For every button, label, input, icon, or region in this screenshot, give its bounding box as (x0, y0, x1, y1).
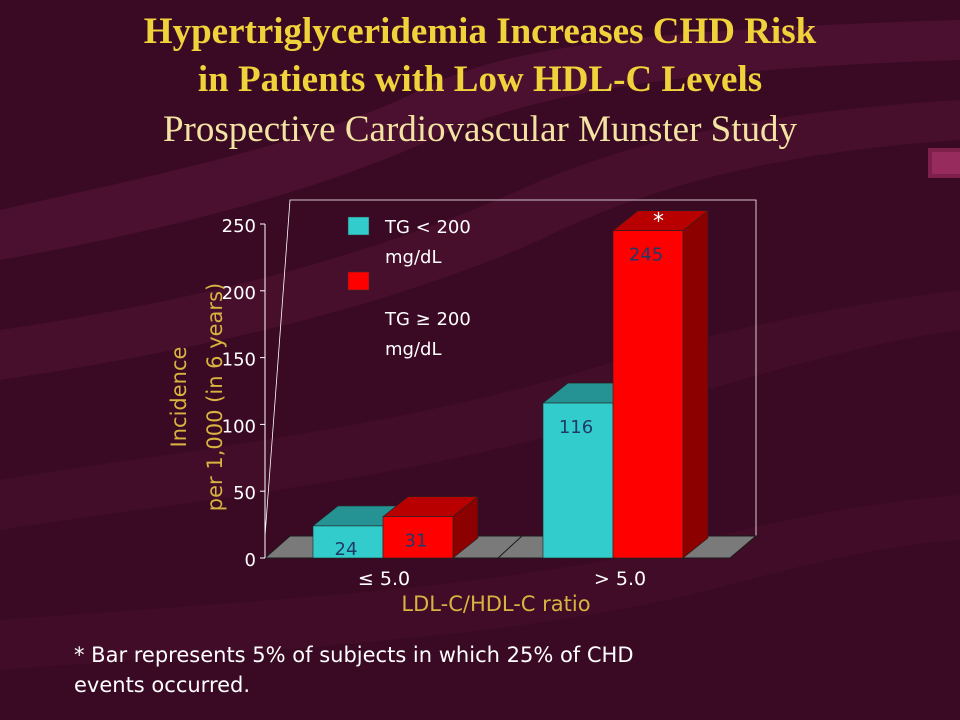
slide-subtitle: Prospective Cardiovascular Munster Study (162, 109, 798, 150)
bar: 245 (612, 210, 709, 559)
x-axis-label: LDL-C/HDL-C ratio (401, 592, 590, 616)
legend-label-line2: mg/dL (385, 339, 441, 360)
annotation-star: * (653, 210, 664, 235)
bar-data-label: 116 (559, 417, 593, 438)
y-tick-label: 100 (222, 416, 256, 437)
y-tick-label: 150 (222, 350, 256, 371)
y-axis-label-line2: per 1,000 (in 6 years) (203, 283, 227, 511)
legend-label-line1: TG ≥ 200 (384, 309, 471, 330)
bar-data-label: 24 (335, 539, 358, 560)
footnote: * Bar represents 5% of subjects in which… (74, 640, 874, 700)
y-tick-label: 50 (233, 483, 256, 504)
y-tick-label: 200 (222, 283, 256, 304)
bar-front (542, 402, 614, 559)
chart-back-wall (264, 199, 757, 537)
legend-label-line1: TG < 200 (384, 217, 471, 238)
bar-data-label: 245 (629, 245, 663, 266)
slide-title-line1: Hypertriglyceridemia Increases CHD Risk (143, 11, 817, 52)
legend-swatch (347, 216, 370, 236)
y-axis-label-line1: Incidence (167, 347, 191, 448)
bar-front (612, 230, 684, 559)
bar-data-label: 31 (405, 531, 428, 552)
y-tick-label: 0 (245, 550, 256, 571)
legend-label-line2: mg/dL (385, 247, 441, 268)
bar: 31 (382, 495, 479, 559)
slide-title-line2: in Patients with Low HDL-C Levels (197, 59, 763, 100)
y-tick-label: 250 (222, 216, 256, 237)
x-category-label: ≤ 5.0 (358, 568, 410, 590)
floor-divider (497, 535, 523, 559)
footnote-line1: * Bar represents 5% of subjects in which… (74, 643, 634, 667)
legend-swatch (347, 271, 370, 291)
bar-side (682, 210, 709, 559)
x-category-label: > 5.0 (594, 568, 646, 590)
footnote-line2: events occurred. (74, 673, 251, 697)
bar-front (382, 516, 454, 559)
